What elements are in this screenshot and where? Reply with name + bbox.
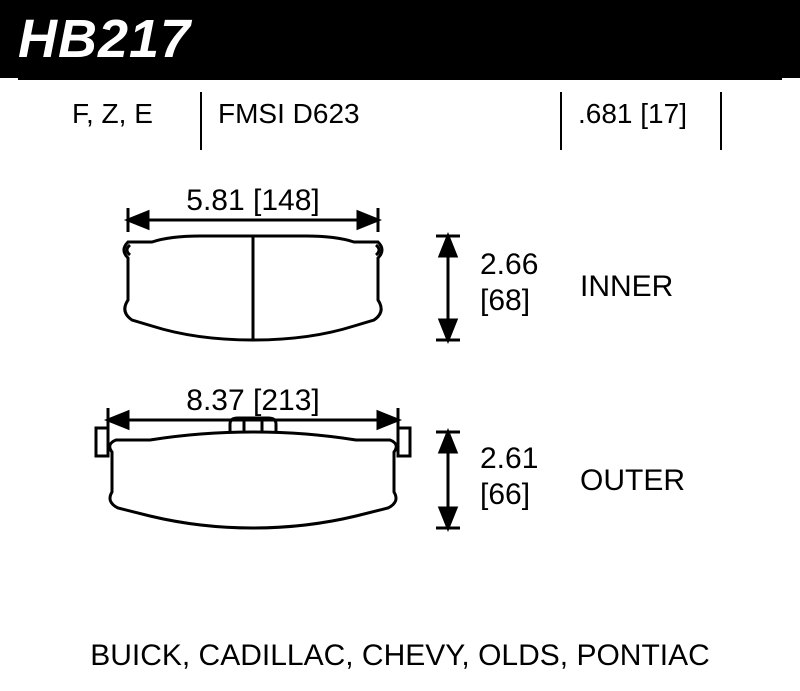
outer-pad-group: 8.37 [213] 2.61 [66] bbox=[96, 384, 685, 528]
header-bar: HB217 bbox=[0, 0, 800, 78]
inner-pad-shape bbox=[124, 236, 382, 340]
inner-width-label: 5.81 [148] bbox=[186, 184, 319, 217]
outer-height-in: 2.61 bbox=[480, 442, 538, 475]
part-number: HB217 bbox=[18, 8, 191, 70]
spec-separator bbox=[560, 92, 562, 150]
spec-row: F, Z, E FMSI D623 .681 [17] bbox=[0, 92, 800, 152]
compounds-text: F, Z, E bbox=[72, 98, 153, 130]
thickness-text: .681 [17] bbox=[578, 98, 687, 130]
outer-height-mm: [66] bbox=[480, 478, 530, 511]
outer-width-label: 8.37 [213] bbox=[186, 384, 319, 417]
outer-label: OUTER bbox=[580, 464, 685, 497]
inner-height-in: 2.66 bbox=[480, 248, 538, 281]
inner-label: INNER bbox=[580, 270, 673, 303]
outer-pad-shape bbox=[96, 418, 410, 528]
diagram-svg: 5.81 [148] 2.66 [68] INNER bbox=[0, 180, 800, 620]
spec-separator bbox=[200, 92, 202, 150]
divider-line bbox=[18, 78, 782, 80]
inner-height-dim bbox=[436, 236, 460, 340]
fmsi-text: FMSI D623 bbox=[218, 98, 360, 130]
outer-height-dim bbox=[436, 432, 460, 528]
spec-separator bbox=[720, 92, 722, 150]
inner-pad-group: 5.81 [148] 2.66 [68] INNER bbox=[124, 184, 673, 340]
diagram-area: 5.81 [148] 2.66 [68] INNER bbox=[0, 180, 800, 620]
inner-height-mm: [68] bbox=[480, 284, 530, 317]
footer-makes: BUICK, CADILLAC, CHEVY, OLDS, PONTIAC bbox=[0, 639, 800, 673]
